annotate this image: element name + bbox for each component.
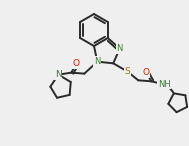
Text: N: N <box>55 70 62 79</box>
Text: NH: NH <box>158 80 171 89</box>
Text: O: O <box>73 59 80 68</box>
Text: O: O <box>143 68 150 77</box>
Text: S: S <box>124 67 130 76</box>
Text: N: N <box>117 44 123 53</box>
Text: N: N <box>94 57 101 66</box>
